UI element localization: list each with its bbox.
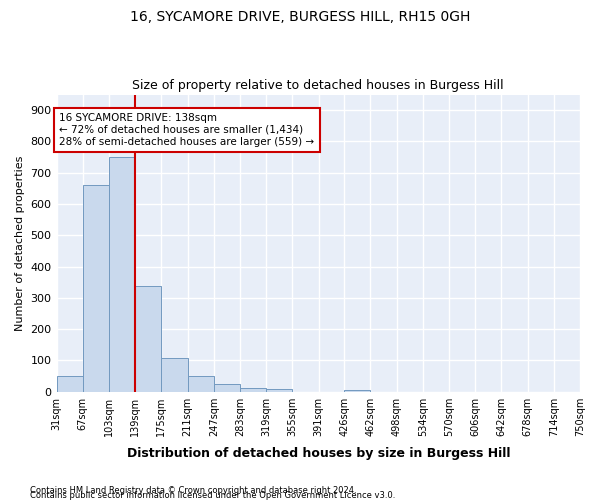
Bar — [135, 286, 161, 392]
Y-axis label: Number of detached properties: Number of detached properties — [15, 156, 25, 331]
Bar — [240, 388, 266, 392]
Bar — [161, 358, 188, 392]
Bar — [188, 376, 214, 392]
Text: 16, SYCAMORE DRIVE, BURGESS HILL, RH15 0GH: 16, SYCAMORE DRIVE, BURGESS HILL, RH15 0… — [130, 10, 470, 24]
Bar — [344, 390, 370, 392]
Bar — [56, 376, 83, 392]
Bar — [83, 185, 109, 392]
Text: Contains public sector information licensed under the Open Government Licence v3: Contains public sector information licen… — [30, 491, 395, 500]
Text: 16 SYCAMORE DRIVE: 138sqm
← 72% of detached houses are smaller (1,434)
28% of se: 16 SYCAMORE DRIVE: 138sqm ← 72% of detac… — [59, 114, 314, 146]
Title: Size of property relative to detached houses in Burgess Hill: Size of property relative to detached ho… — [133, 79, 504, 92]
Bar — [109, 157, 135, 392]
X-axis label: Distribution of detached houses by size in Burgess Hill: Distribution of detached houses by size … — [127, 447, 510, 460]
Bar — [214, 384, 240, 392]
Bar — [266, 389, 292, 392]
Text: Contains HM Land Registry data © Crown copyright and database right 2024.: Contains HM Land Registry data © Crown c… — [30, 486, 356, 495]
